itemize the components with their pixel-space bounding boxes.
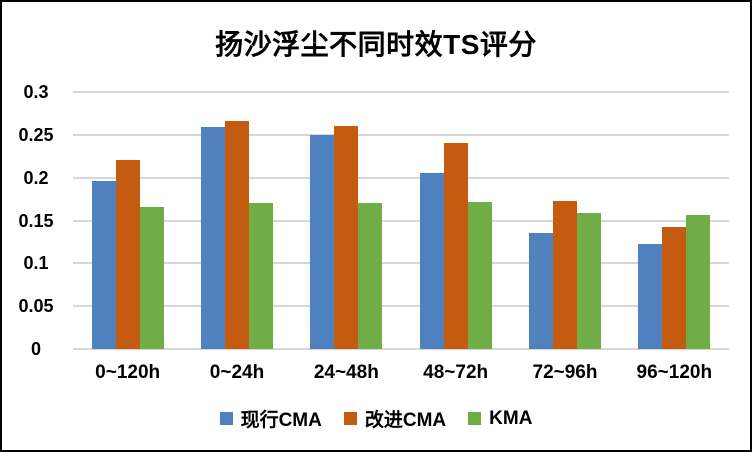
y-axis-tick-label: 0.2 — [23, 167, 49, 188]
bar-KMA-72~96h — [577, 212, 601, 349]
gridline — [73, 262, 729, 265]
legend-label: KMA — [489, 407, 533, 429]
legend-item-KMA: KMA — [468, 408, 532, 430]
gridline — [73, 91, 729, 93]
bar-改进CMA-24~48h — [334, 126, 359, 349]
legend-swatch-icon — [468, 412, 482, 425]
bar-KMA-48~72h — [467, 201, 492, 349]
x-axis-tick-label: 0~120h — [95, 362, 161, 383]
bar-现行CMA-24~48h — [310, 134, 335, 349]
x-axis-tick-label: 96~120h — [636, 362, 713, 383]
bar-KMA-0~24h — [249, 202, 273, 349]
bar-改进CMA-48~72h — [443, 142, 468, 349]
legend-swatch-icon — [219, 412, 233, 425]
bar-KMA-96~120h — [686, 214, 711, 349]
gridline — [73, 348, 729, 350]
y-axis-tick-label: 0.25 — [18, 124, 54, 145]
legend-swatch-icon — [343, 412, 357, 425]
bar-改进CMA-0~24h — [225, 121, 249, 349]
bar-现行CMA-48~72h — [419, 172, 444, 349]
bar-现行CMA-72~96h — [529, 233, 553, 349]
bar-现行CMA-96~120h — [638, 243, 663, 349]
y-axis-tick-label: 0.15 — [18, 210, 54, 231]
legend-label: 现行CMA — [240, 410, 322, 431]
x-axis-tick-label: 24~48h — [313, 362, 379, 383]
bar-改进CMA-0~120h — [115, 159, 140, 349]
legend-item-现行CMA: 现行CMA — [219, 405, 322, 432]
x-axis-tick-label: 72~96h — [532, 362, 598, 383]
gridline — [73, 305, 729, 308]
legend-item-改进CMA: 改进CMA — [343, 405, 447, 432]
bar-现行CMA-0~120h — [91, 181, 116, 349]
gridline — [73, 176, 729, 179]
x-axis-tick-label: 0~24h — [209, 362, 265, 383]
gridline — [73, 219, 729, 222]
y-axis-tick-label: 0.05 — [18, 296, 54, 317]
bar-现行CMA-0~24h — [201, 127, 225, 349]
bar-改进CMA-72~96h — [553, 200, 577, 349]
y-axis-tick-label: 0.1 — [23, 253, 49, 274]
x-axis-tick-label: 48~72h — [423, 362, 489, 383]
legend-label: 改进CMA — [364, 410, 447, 431]
gridline — [73, 133, 729, 136]
bar-改进CMA-96~120h — [662, 227, 687, 349]
plot-area: 0 0.05 0.1 0.15 0.2 0.25 0.3 0~120h 0~24h 24~48h 4… — [18, 82, 729, 383]
bar-KMA-24~48h — [358, 202, 383, 349]
y-axis-tick-label: 0.3 — [23, 82, 49, 102]
y-axis-tick-label: 0 — [30, 339, 41, 359]
chart-title: 扬沙浮尘不同时效TS评分 — [215, 29, 537, 60]
chart-legend: 现行CMA 改进CMA KMA — [2, 405, 750, 432]
bar-KMA-0~120h — [139, 206, 164, 349]
